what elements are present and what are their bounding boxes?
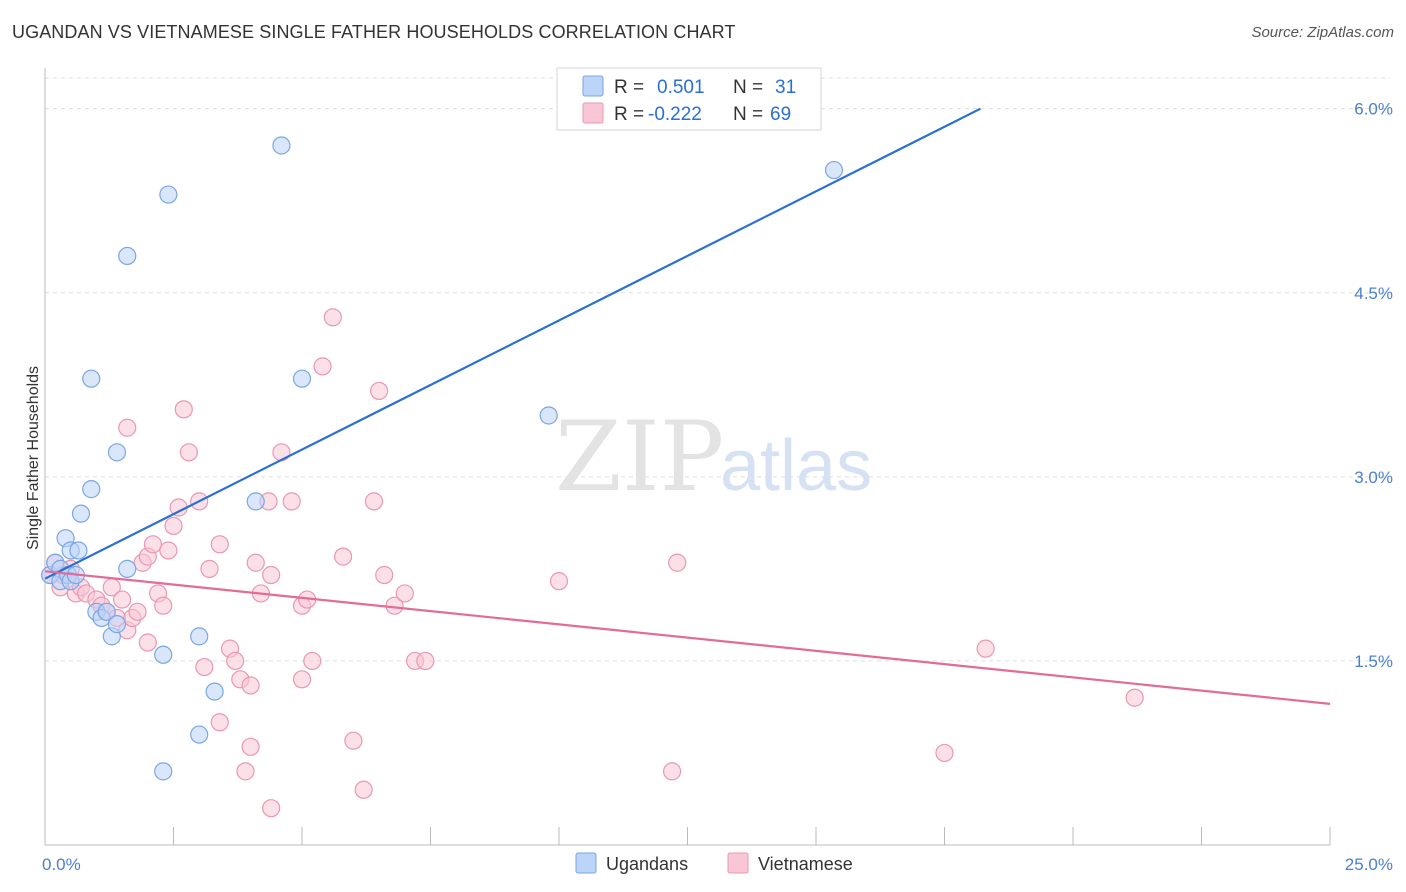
y-tick-label-0: 1.5% [1354, 652, 1393, 671]
legend-swatch-ugandans [582, 75, 604, 97]
legend-n-label-vietnamese: N = [733, 104, 763, 125]
legend-r-label-vietnamese: R = [614, 104, 644, 125]
trend-line-ugandans [44, 107, 981, 580]
point-vietnamese-31 [226, 651, 245, 671]
legend-r-value-vietnamese: -0.222 [648, 104, 702, 125]
bottom-legend-swatch-ugandans [575, 852, 597, 874]
point-vietnamese-64 [662, 762, 682, 781]
point-vietnamese-41 [323, 308, 342, 327]
point-vietnamese-23 [164, 516, 183, 536]
point-ugandans-27 [246, 492, 265, 511]
source-credit: Source: ZipAtlas.com [1251, 24, 1394, 41]
watermark-atlas: atlas [720, 426, 872, 506]
point-vietnamese-28 [200, 559, 219, 578]
point-vietnamese-62 [549, 572, 569, 591]
bottom-legend-label-ugandans: Ugandans [606, 854, 688, 874]
point-ugandans-9 [69, 541, 88, 560]
point-vietnamese-44 [354, 780, 373, 799]
point-vietnamese-65 [935, 743, 954, 763]
point-ugandans-17 [71, 504, 91, 523]
point-vietnamese-68 [138, 633, 157, 652]
trend-lines [44, 107, 1331, 705]
point-ugandans-12 [97, 602, 116, 621]
point-vietnamese-51 [210, 713, 229, 732]
bottom-legend: Ugandans Vietnamese [575, 852, 853, 874]
bottom-legend-swatch-vietnamese [727, 852, 749, 874]
y-tick-label-2: 4.5% [1354, 284, 1393, 303]
legend: R = 0.501 N = 31 R = -0.222 N = 69 [556, 67, 822, 131]
legend-n-value-vietnamese: 69 [770, 104, 791, 125]
point-ugandans-24 [190, 627, 209, 646]
grid-lines [45, 77, 1390, 662]
point-vietnamese-37 [282, 492, 301, 511]
point-ugandans-15 [118, 559, 137, 578]
point-vietnamese-22 [159, 541, 178, 560]
y-axis-label: Single Father Households [25, 366, 42, 550]
point-ugandans-30 [824, 160, 844, 180]
point-vietnamese-43 [344, 731, 363, 750]
x-tick-labels: 0.0% 25.0% [42, 855, 1393, 874]
legend-n-value-ugandans: 31 [775, 77, 796, 98]
point-vietnamese-61 [195, 657, 214, 677]
point-vietnamese-33 [241, 676, 260, 695]
legend-r-value-ugandans: 0.501 [657, 77, 705, 98]
point-vietnamese-56 [370, 381, 389, 401]
point-vietnamese-42 [334, 547, 353, 566]
point-vietnamese-54 [236, 762, 255, 781]
point-vietnamese-35 [262, 565, 281, 585]
point-ugandans-22 [154, 645, 173, 664]
point-ugandans-31 [539, 406, 558, 425]
axes [44, 68, 1331, 846]
trend-line-vietnamese [44, 570, 1331, 705]
y-tick-label-3: 6.0% [1354, 100, 1393, 119]
point-vietnamese-60 [118, 418, 137, 437]
point-vietnamese-45 [364, 492, 384, 511]
point-vietnamese-59 [292, 670, 312, 689]
point-ugandans-28 [272, 136, 291, 155]
x-tick-label-1: 25.0% [1345, 855, 1393, 874]
point-vietnamese-52 [241, 737, 260, 756]
point-ugandans-25 [190, 725, 209, 744]
watermark-zip: ZIP [555, 401, 724, 513]
point-ugandans-18 [82, 369, 101, 388]
point-ugandans-16 [82, 480, 101, 499]
legend-r-label-ugandans: R = [614, 77, 644, 98]
legend-swatch-vietnamese [582, 102, 604, 124]
chart-title: UGANDAN VS VIETNAMESE SINGLE FATHER HOUS… [12, 22, 736, 42]
point-ugandans-20 [159, 185, 178, 204]
point-vietnamese-29 [210, 535, 229, 554]
point-vietnamese-26 [179, 443, 199, 462]
watermark: ZIP atlas [555, 401, 872, 513]
point-vietnamese-19 [143, 535, 163, 554]
point-ugandans-19 [107, 443, 127, 462]
point-vietnamese-48 [395, 584, 414, 603]
point-vietnamese-16 [128, 602, 147, 621]
x-tick-label-0: 0.0% [42, 855, 81, 874]
point-ugandans-26 [205, 682, 224, 701]
y-tick-labels: 1.5% 3.0% 4.5% 6.0% [1354, 100, 1393, 671]
point-vietnamese-53 [262, 799, 281, 818]
point-vietnamese-21 [154, 596, 173, 615]
point-ugandans-14 [107, 615, 127, 634]
point-vietnamese-66 [976, 639, 995, 658]
point-vietnamese-39 [303, 651, 322, 671]
bottom-legend-label-vietnamese: Vietnamese [758, 854, 853, 874]
point-vietnamese-46 [375, 565, 394, 585]
point-vietnamese-57 [246, 553, 265, 572]
legend-n-label-ugandans: N = [733, 77, 763, 98]
point-ugandans-21 [118, 246, 137, 266]
y-tick-label-1: 3.0% [1354, 468, 1393, 487]
point-ugandans-29 [292, 369, 312, 388]
point-vietnamese-36 [272, 443, 291, 462]
point-vietnamese-50 [416, 651, 435, 671]
point-vietnamese-63 [668, 553, 687, 572]
point-vietnamese-40 [313, 357, 332, 376]
point-ugandans-23 [154, 762, 173, 781]
point-vietnamese-25 [174, 400, 193, 419]
point-vietnamese-67 [1125, 688, 1144, 707]
point-vietnamese-13 [112, 590, 132, 609]
